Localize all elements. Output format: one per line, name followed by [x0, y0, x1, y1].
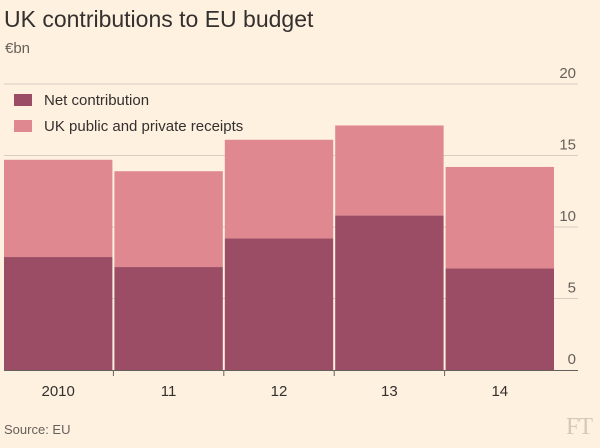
y-tick-label: 15 — [559, 137, 576, 154]
legend-label-net-contribution: Net contribution — [44, 92, 149, 109]
bar-uk-receipts-2010 — [4, 159, 113, 258]
ft-logo: FT — [565, 414, 593, 440]
x-tick-label: 12 — [271, 383, 288, 400]
bars-layer — [4, 125, 554, 370]
chart-title: UK contributions to EU budget — [4, 6, 314, 32]
y-tick-label: 5 — [568, 280, 576, 297]
y-tick-label: 20 — [559, 65, 576, 82]
source-note: Source: EU — [4, 422, 71, 437]
bar-net-contribution-13 — [335, 215, 444, 370]
bar-net-contribution-12 — [224, 238, 334, 370]
bar-uk-receipts-13 — [335, 125, 444, 216]
chart-subtitle: €bn — [5, 40, 31, 57]
x-tick-label: 13 — [381, 383, 398, 400]
x-tick-label: 14 — [491, 383, 508, 400]
ticks-layer: 0 5 10 15 20 2010 11 12 13 14 — [4, 65, 578, 400]
x-tick-label: 11 — [161, 383, 177, 400]
legend-label-uk-receipts: UK public and private receipts — [44, 118, 243, 135]
x-tick-label: 2010 — [42, 383, 75, 400]
bar-net-contribution-11 — [114, 267, 223, 370]
bar-net-contribution-2010 — [4, 257, 113, 370]
bar-net-contribution-14 — [445, 268, 554, 370]
y-tick-label: 10 — [559, 208, 576, 225]
legend-swatch-net-contribution — [14, 94, 32, 106]
bar-uk-receipts-11 — [114, 171, 223, 268]
legend: Net contribution UK public and private re… — [14, 92, 243, 135]
bar-uk-receipts-12 — [224, 139, 334, 239]
y-tick-label: 0 — [568, 351, 576, 368]
legend-swatch-uk-receipts — [14, 120, 32, 132]
bar-uk-receipts-14 — [445, 166, 554, 269]
